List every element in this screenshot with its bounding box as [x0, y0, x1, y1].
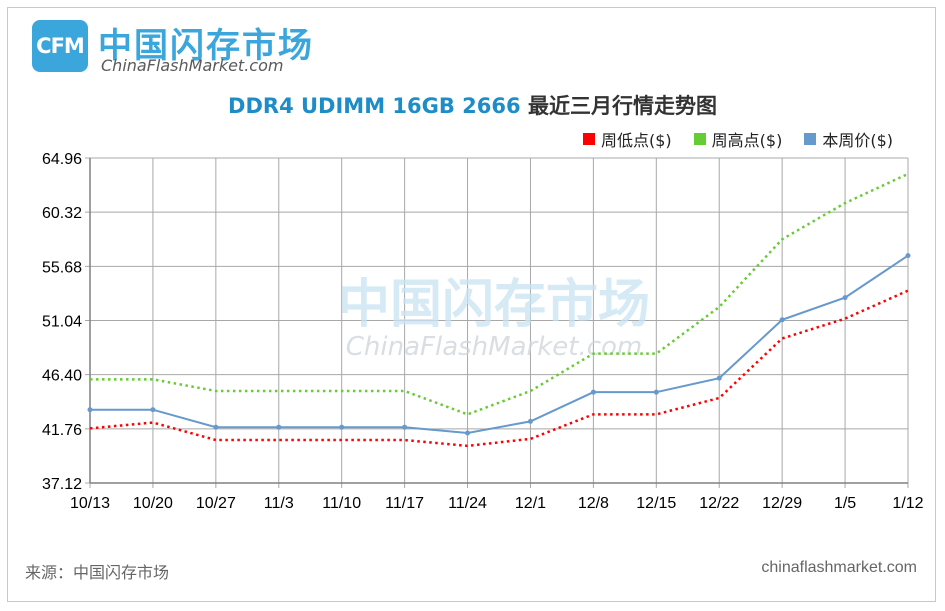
series-point [465, 430, 471, 436]
series-point [213, 424, 219, 430]
chart-title-chinese: 最近三月行情走势图 [527, 94, 717, 118]
x-tick-label: 10/13 [70, 495, 110, 512]
x-tick-label: 12/8 [578, 495, 609, 512]
x-axis-ticks: 10/13 10/20 10/27 11/3 11/10 11/17 11/24 12/1 12… [70, 495, 924, 512]
cfm-logo-badge: CFM [32, 20, 88, 72]
y-tick-label: 41.76 [42, 422, 82, 439]
x-tick-label: 11/3 [264, 495, 294, 512]
legend-item-low: 周低点($) [582, 127, 672, 151]
series-point [905, 253, 911, 259]
y-tick-label: 51.04 [42, 314, 82, 331]
legend-swatch-high [693, 133, 706, 145]
series-point [339, 424, 345, 430]
chart-title: DDR4 UDIMM 16GB 2666 最近三月行情走势图 [0, 90, 945, 120]
series-point [402, 424, 408, 430]
series-line-current [90, 254, 909, 435]
x-tick-label: 1/5 [834, 495, 856, 512]
y-tick-label: 55.68 [42, 259, 82, 276]
y-tick-label: 64.96 [42, 151, 82, 168]
x-tick-label: 12/15 [636, 495, 676, 512]
x-tick-label: 10/27 [196, 495, 236, 512]
y-tick-label: 60.32 [42, 205, 82, 222]
y-tick-label: 37.12 [42, 476, 82, 493]
series-point [842, 295, 848, 301]
legend-label-high: 周高点($) [711, 131, 783, 150]
x-tick-label: 11/17 [385, 495, 424, 512]
watermark-chinese: 中国闪存市场 [338, 275, 650, 335]
y-axis-ticks: 64.96 60.32 55.68 51.04 46.40 41.76 37.12 [42, 151, 82, 493]
site-url: chinaflashmarket.com [761, 559, 917, 576]
x-tick-label: 12/1 [515, 495, 546, 512]
y-tick-label: 46.40 [42, 368, 82, 385]
logo-chinese-name: 中国闪存市场 [98, 26, 314, 66]
chart-series [87, 172, 911, 448]
x-tick-label: 1/12 [892, 495, 923, 512]
chart-title-english: DDR4 UDIMM 16GB 2666 [228, 94, 521, 118]
logo-english-name: ChinaFlashMarket.com [101, 56, 284, 75]
legend-item-high: 周高点($) [693, 127, 783, 151]
chart-frame [7, 7, 936, 602]
series-point [779, 317, 785, 323]
series-point [87, 407, 93, 413]
legend-label-low: 周低点($) [600, 131, 672, 150]
chart-grid [85, 157, 909, 488]
series-point [150, 407, 156, 413]
x-tick-label: 10/20 [133, 495, 173, 512]
series-point [276, 424, 282, 430]
x-tick-label: 12/22 [699, 495, 739, 512]
watermark-english: ChinaFlashMarket.com [346, 332, 643, 362]
series-line-low [89, 289, 909, 448]
x-tick-label: 11/10 [322, 495, 361, 512]
legend-label-current: 本周价($) [822, 131, 893, 150]
chart-legend: 周低点($) 周高点($) 本周价($) [582, 127, 893, 151]
series-point [653, 389, 659, 395]
x-tick-label: 12/29 [762, 495, 802, 512]
legend-item-current: 本周价($) [804, 127, 893, 151]
x-tick-label: 11/24 [448, 495, 487, 512]
series-point [527, 418, 533, 424]
series-line-high [90, 172, 909, 416]
legend-swatch-current [804, 133, 817, 145]
source-note: 来源：中国闪存市场 [25, 563, 170, 582]
series-point [716, 375, 722, 381]
series-point [590, 389, 596, 395]
legend-swatch-low [582, 133, 595, 145]
